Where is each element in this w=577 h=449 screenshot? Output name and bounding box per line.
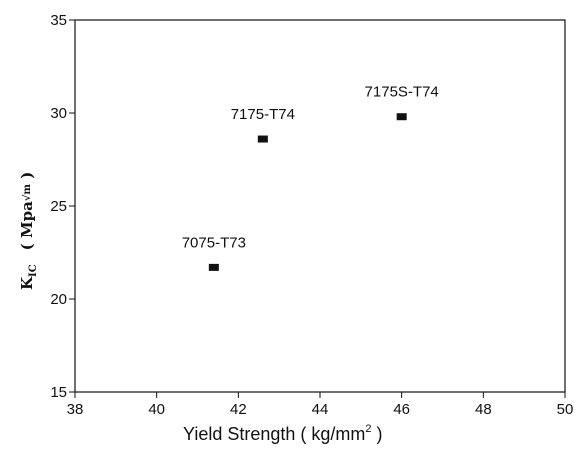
y-tick-label: 25: [50, 198, 67, 215]
x-tick-label: 42: [230, 401, 247, 418]
x-axis-title-superscript: 2: [365, 423, 371, 435]
y-axis-ticks: 15 20 25 30 35: [50, 12, 75, 401]
x-tick-label: 40: [148, 401, 165, 418]
y-tick-label: 15: [50, 384, 67, 401]
x-tick-label: 48: [475, 401, 492, 418]
data-point-label: 7175-T74: [231, 106, 295, 123]
x-tick-label: 46: [393, 401, 410, 418]
plot-area-frame: [74, 19, 566, 393]
x-tick-label: 38: [67, 401, 84, 418]
y-tick-label: 30: [50, 105, 67, 122]
x-axis-ticks: 38 40 42 44 46 48 50: [67, 392, 574, 418]
y-axis-title: KIC( Mpa√m ): [18, 172, 39, 290]
x-tick-label: 50: [557, 401, 574, 418]
x-tick-label: 44: [312, 401, 329, 418]
data-points: 7075-T73 7175-T74 7175S-T74: [182, 84, 439, 271]
y-tick-label: 20: [50, 291, 67, 308]
y-tick-label: 35: [50, 12, 67, 29]
data-point: [208, 263, 219, 271]
data-point: [396, 113, 407, 121]
y-axis-title-subscript: IC: [28, 264, 39, 277]
y-axis-title-root: √m: [21, 184, 33, 202]
x-axis-title: Yield Strength ( kg/mm2 ): [183, 423, 383, 444]
data-point-label: 7175S-T74: [365, 84, 439, 101]
data-point-label: 7075-T73: [182, 234, 246, 251]
data-point: [257, 135, 268, 143]
